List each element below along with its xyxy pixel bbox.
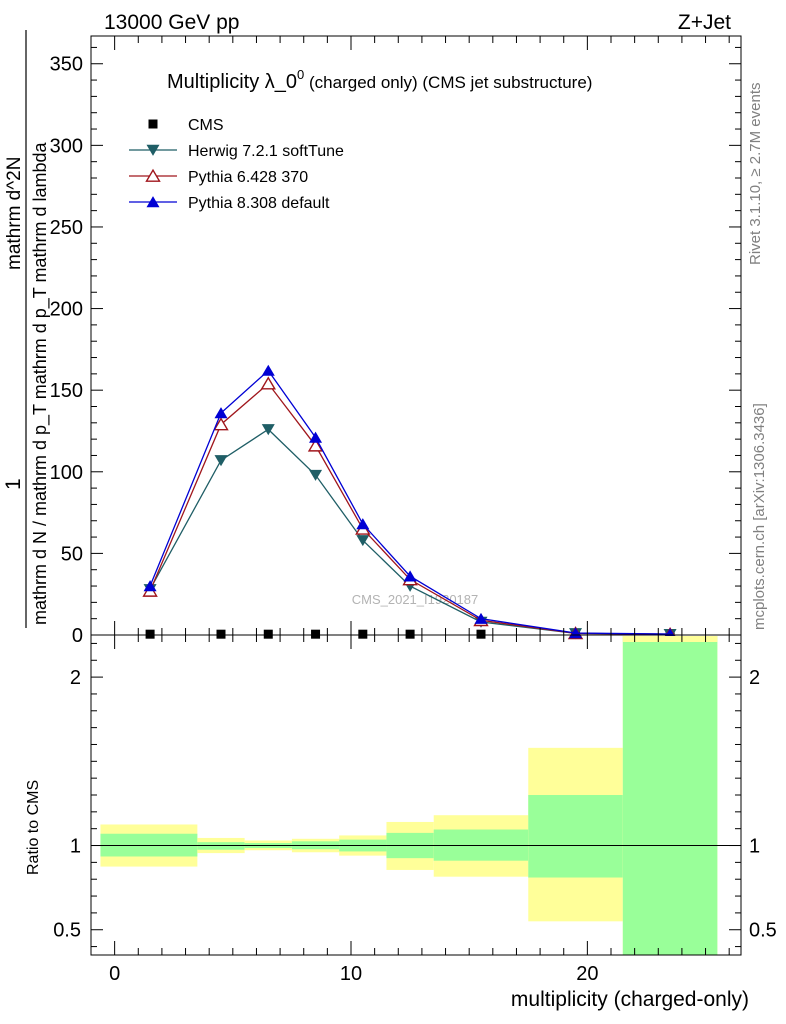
y-tick-label: 300 (50, 135, 83, 157)
rivet-credit: Rivet 3.1.10, ≥ 2.7M events (747, 83, 764, 266)
x-axis-label: multiplicity (charged-only) (511, 988, 749, 1011)
data-point (216, 629, 226, 639)
data-point (145, 629, 155, 639)
series-1 (143, 424, 677, 641)
data-point (474, 612, 488, 624)
y-axis-label: 1 mathrm d^2N mathrm d N / mathrm d p_T … (2, 30, 51, 628)
legend-marker (146, 144, 160, 156)
y-tick-label: 50 (61, 543, 83, 565)
legend-item: CMS (148, 117, 224, 134)
legend-label: Herwig 7.2.1 softTune (188, 143, 344, 160)
data-point (214, 455, 228, 467)
plot-title: Multiplicity λ_00 (charged only) (CMS je… (167, 67, 592, 93)
legend-label: CMS (188, 117, 224, 134)
series-0 (145, 629, 675, 640)
mcplots-credit: mcplots.cern.ch [arXiv:1306.3436] (751, 403, 768, 630)
legend-marker (148, 119, 158, 129)
ratio-total-band-cap (622, 636, 718, 642)
plot-title-suffix: (charged only) (CMS jet substructure) (304, 73, 592, 92)
legend-item: Herwig 7.2.1 softTune (129, 143, 344, 160)
data-point (358, 629, 368, 639)
data-point (261, 424, 275, 436)
data-point (356, 535, 370, 547)
legend-label: Pythia 6.428 370 (188, 169, 308, 186)
y-tick-label: 200 (50, 299, 83, 321)
data-point (356, 518, 370, 530)
y-label-right: mathrm d^2N (4, 157, 25, 270)
ratio-y-tick-label-right: 1 (749, 836, 760, 858)
data-point (143, 580, 157, 592)
legend-label: Pythia 8.308 default (188, 195, 330, 212)
legend-marker (145, 168, 161, 182)
ratio-stat-band (528, 795, 623, 878)
y-tick-label: 350 (50, 54, 83, 76)
data-point (214, 407, 228, 419)
legend: CMS Herwig 7.2.1 softTune Pythia 6.428 370… (129, 117, 344, 212)
ratio-y-tick-label-right: 2 (749, 667, 760, 689)
main-plot-panel: CMS_2021_I1920187 050100150200250300350 … (2, 30, 742, 647)
legend-item: Pythia 8.308 default (129, 195, 330, 212)
ratio-y-tick-label: 1 (70, 836, 81, 858)
data-point (476, 629, 486, 639)
plot-title-sup: 0 (297, 67, 304, 82)
ratio-y-tick-label: 0.5 (53, 920, 81, 942)
data-point (213, 417, 229, 431)
legend-marker (146, 196, 160, 208)
plot-title-main: Multiplicity λ_0 (167, 71, 297, 93)
x-tick-label: 10 (340, 963, 362, 985)
data-point (309, 431, 323, 443)
y-label-numerator: 1 (2, 478, 25, 490)
ratio-y-label: Ratio to CMS (25, 780, 42, 875)
data-point (311, 629, 321, 639)
ratio-y-tick-label-right: 0.5 (749, 920, 777, 942)
data-point (263, 629, 273, 639)
x-tick-label: 20 (576, 963, 598, 985)
x-tick-label: 0 (109, 963, 120, 985)
header-right: Z+Jet (678, 11, 731, 34)
y-tick-label: 0 (72, 625, 83, 647)
legend-item: Pythia 6.428 370 (129, 168, 308, 186)
ratio-stat-band (622, 636, 718, 955)
data-point (261, 364, 275, 376)
y-tick-label: 250 (50, 217, 83, 239)
data-point (307, 438, 324, 452)
header-left: 13000 GeV pp (104, 11, 239, 34)
data-point (309, 469, 323, 481)
y-tick-label: 150 (50, 380, 83, 402)
ratio-plot-panel: 0.5 0.51 12 20 10 20 Ratio to CMS multiplicit… (25, 634, 777, 1011)
y-tick-label: 100 (50, 462, 83, 484)
data-point (405, 629, 415, 639)
data-point (403, 570, 417, 582)
ratio-y-tick-label: 2 (70, 667, 81, 689)
watermark: CMS_2021_I1920187 (352, 592, 479, 607)
data-point (260, 376, 276, 390)
y-label-denominator: mathrm d N / mathrm d p_T mathrm d p_T m… (30, 142, 51, 625)
